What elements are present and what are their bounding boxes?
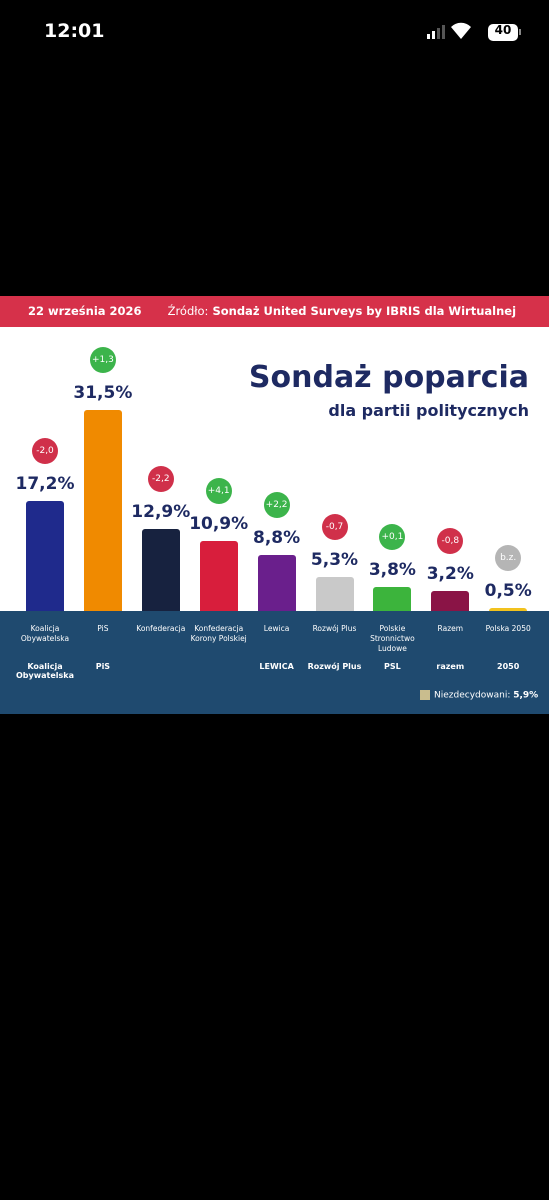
bar: [373, 586, 412, 611]
date: 22 września 2026: [28, 304, 142, 318]
party-logo: PiS: [95, 662, 111, 671]
bar: [199, 541, 238, 611]
value-label: 8,8%: [253, 527, 301, 548]
clock: 12:01: [44, 20, 105, 42]
legend-value: 5,9%: [513, 690, 539, 701]
undecided-legend: Niezdecydowani: 5,9%: [420, 690, 538, 701]
category-label: PiS: [97, 624, 109, 633]
category-label: Konfederacja: [136, 624, 186, 633]
bar: [315, 577, 354, 611]
status-icons: [427, 22, 521, 41]
category-label: Lewica: [263, 624, 290, 633]
category-label: Razem: [437, 624, 464, 633]
bar: [431, 590, 470, 611]
battery-level: 40: [494, 23, 512, 37]
bar: [83, 410, 122, 611]
value-label: 3,8%: [368, 559, 416, 580]
change-badge: -0,7: [321, 514, 348, 541]
chart-subtitle: dla partii politycznych: [328, 401, 529, 420]
legend-swatch: [420, 690, 430, 700]
category-label: Rozwój Plus: [312, 624, 357, 633]
legend-label: Niezdecydowani:: [434, 690, 511, 701]
bar: [489, 607, 528, 611]
bar: [257, 554, 296, 611]
change-badge: +4,1: [205, 478, 232, 505]
party-logo: razem: [436, 662, 465, 671]
value-label: 12,9%: [131, 501, 191, 522]
source-label: Źródło:: [167, 304, 209, 318]
change-badge: +0,1: [379, 523, 406, 550]
party-logo: 2050: [497, 662, 520, 671]
change-badge: b.z.: [495, 544, 522, 571]
party-logo: PSL: [384, 662, 401, 671]
category-label: Koalicja Obywatelska: [20, 624, 70, 643]
value-label: 3,2%: [426, 563, 474, 584]
category-label: Konfederacja Korony Polskiej: [190, 624, 247, 643]
chart-title: Sondaż poparcia: [248, 360, 529, 395]
value-label: 31,5%: [73, 383, 133, 403]
footer-band: [0, 611, 549, 714]
bar: [141, 528, 180, 611]
change-badge: -2,2: [147, 465, 174, 492]
value-label: 0,5%: [484, 580, 532, 601]
change-badge: -2,0: [32, 438, 58, 465]
party-logo: Koalicja Obywatelska: [16, 662, 75, 680]
category-label: Polskie Stronnictwo Ludowe: [370, 624, 415, 653]
value-label: 17,2%: [15, 474, 75, 495]
value-label: 5,3%: [310, 550, 359, 571]
change-badge: +1,3: [89, 347, 116, 373]
change-badge: -0,8: [437, 527, 464, 554]
change-badge: +2,2: [263, 491, 290, 518]
party-logo: Rozwój Plus: [307, 662, 362, 671]
value-label: 10,9%: [189, 514, 249, 535]
category-label: Polska 2050: [485, 624, 531, 633]
header-band: 22 września 2026 Źródło: Sondaż United S…: [0, 296, 549, 349]
bar: [26, 501, 64, 611]
party-logo: LEWICA: [259, 662, 294, 671]
